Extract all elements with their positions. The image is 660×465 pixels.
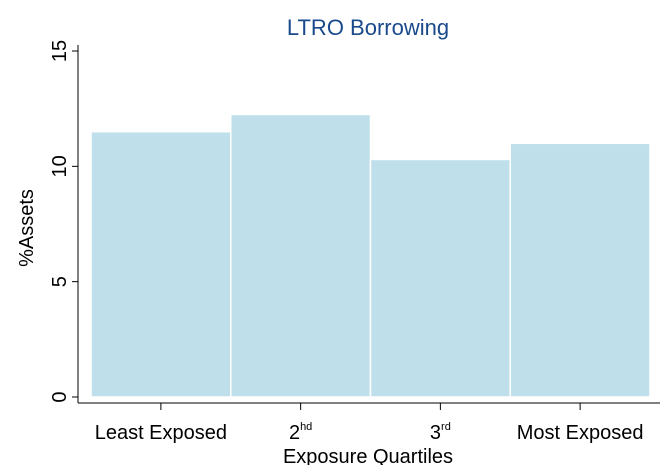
bar-0 [90, 130, 232, 398]
x-tick-label-2: 3rd [430, 421, 451, 444]
x-tick-label-3: Most Exposed [517, 422, 644, 444]
x-tick-label-1: 2hd [289, 421, 312, 444]
x-axis-label: Exposure Quartiles [283, 446, 453, 465]
chart-title: LTRO Borrowing [287, 15, 449, 40]
bar-2 [369, 158, 511, 398]
x-ticks: Least Exposed 2hd 3rd Most Exposed [95, 403, 644, 444]
bar-3 [509, 142, 651, 398]
y-tick-label-2: 10 [49, 155, 71, 177]
y-axis-label: %Assets [16, 189, 38, 267]
y-ticks: 0 5 10 15 [49, 40, 78, 403]
bars [90, 113, 651, 398]
x-tick-label-0: Least Exposed [95, 422, 227, 444]
y-tick-label-3: 15 [49, 40, 71, 62]
y-tick-label-1: 5 [49, 276, 71, 287]
bar-1 [230, 113, 372, 398]
y-tick-label-0: 0 [49, 391, 71, 402]
